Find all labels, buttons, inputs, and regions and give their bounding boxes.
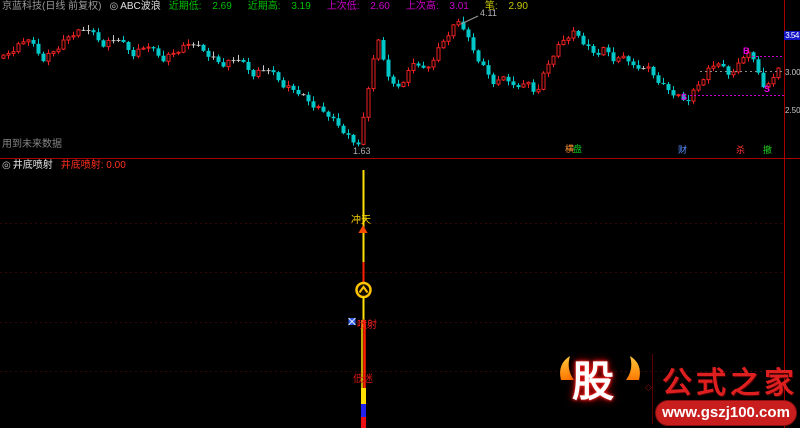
- bull-horn-right-icon: [626, 356, 640, 380]
- trough-price-label: 1.63: [353, 146, 371, 156]
- event-tag-4: 杀: [736, 145, 746, 155]
- gszj-watermark-logo: 股 ◇ 公式之家 www.gszj100.com: [556, 352, 800, 428]
- event-tag-3: 财: [678, 145, 688, 155]
- sub-indicator-header: ◎ 井底喷射 井底喷射: 0.00: [2, 160, 126, 172]
- axis-tick-3: 3.00: [785, 68, 800, 77]
- sub-indicator-value: 井底喷射: 0.00: [60, 160, 126, 171]
- signal-label-launch: 喷射: [357, 320, 377, 331]
- sell-mark-1: S: [764, 84, 771, 94]
- future-data-warning: 用到未来数据: [2, 139, 62, 150]
- field-recent-high: 近期高: 3.19: [247, 1, 311, 12]
- brand-url: www.gszj100.com: [655, 400, 797, 426]
- event-tag-5: 撤: [763, 145, 773, 155]
- sub-indicator-circle-icon: ◎: [2, 160, 11, 171]
- current-price-badge: 3.54: [784, 31, 800, 40]
- main-indicator-name[interactable]: ABC波浪: [120, 1, 161, 12]
- event-tag-1: 横: [565, 144, 575, 154]
- brand-name: 公式之家: [662, 367, 798, 400]
- signal-label-low: 低迷: [353, 374, 373, 385]
- diamond-icon: ◇: [645, 382, 652, 392]
- sell-mark-2: S: [681, 92, 688, 102]
- buy-mark: B: [743, 46, 750, 56]
- stock-title: 京蓝科技(日线 前复权): [2, 1, 102, 12]
- sub-indicator-name[interactable]: 井底喷射: [12, 160, 53, 171]
- bull-horn-left-icon: [560, 356, 574, 380]
- field-prev-low: 上次低: 2.60: [326, 1, 390, 12]
- peak-price-label: 4.11: [480, 8, 497, 18]
- gu-emblem: 股: [572, 360, 615, 406]
- field-prev-high: 上次高: 3.01: [405, 1, 469, 12]
- indicator-circle-icon: ◎: [109, 1, 119, 12]
- field-bi: 笔: 2.90: [484, 1, 528, 12]
- chart-header: 京蓝科技(日线 前复权) ◎ ABC波浪 近期低: 2.69 近期高: 3.19 上次低:…: [2, 0, 544, 13]
- logo-divider: [652, 354, 653, 424]
- event-tag-2: 盘: [573, 144, 583, 154]
- axis-tick-2-5: 2.50: [785, 106, 800, 115]
- field-recent-low: 近期低: 2.69: [168, 1, 232, 12]
- signal-label-soar: 冲天: [351, 215, 371, 226]
